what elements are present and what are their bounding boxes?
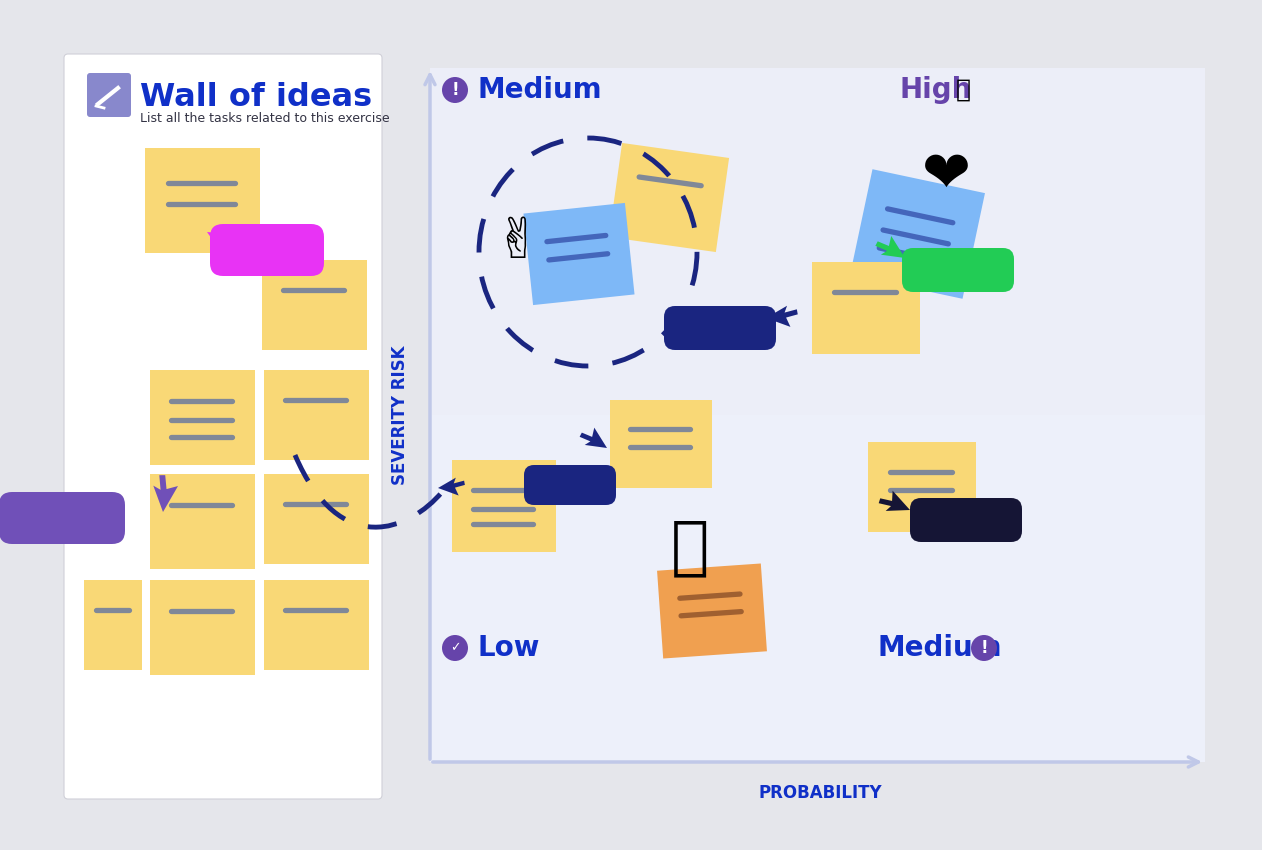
Circle shape <box>442 77 468 103</box>
Text: Wall of ideas: Wall of ideas <box>140 82 372 112</box>
Bar <box>430 415 818 762</box>
Bar <box>524 203 635 305</box>
Bar <box>868 442 976 532</box>
Bar <box>150 474 255 569</box>
Bar <box>264 370 369 460</box>
Text: Medium: Medium <box>477 76 602 104</box>
FancyBboxPatch shape <box>910 498 1022 542</box>
Bar <box>658 564 767 659</box>
Text: List all the tasks related to this exercise: List all the tasks related to this exerc… <box>140 111 390 124</box>
Bar <box>430 68 818 415</box>
Bar <box>145 148 260 253</box>
FancyBboxPatch shape <box>664 306 776 350</box>
Text: SEVERITY RISK: SEVERITY RISK <box>391 345 409 484</box>
Text: ⏰: ⏰ <box>955 78 970 102</box>
Bar <box>811 262 920 354</box>
Text: ✓: ✓ <box>449 642 461 654</box>
Circle shape <box>970 635 997 661</box>
Text: PROBABILITY: PROBABILITY <box>758 784 882 802</box>
Polygon shape <box>878 490 910 511</box>
Bar <box>264 474 369 564</box>
Bar <box>264 580 369 670</box>
Bar <box>851 169 984 298</box>
Bar <box>818 68 1205 415</box>
Polygon shape <box>766 306 798 327</box>
Text: Low: Low <box>477 634 539 662</box>
FancyBboxPatch shape <box>902 248 1013 292</box>
Polygon shape <box>579 428 607 448</box>
Polygon shape <box>876 236 905 258</box>
Bar <box>150 580 255 675</box>
Polygon shape <box>207 232 242 257</box>
Text: !: ! <box>452 81 459 99</box>
Bar <box>150 370 255 465</box>
Text: !: ! <box>981 639 988 657</box>
Text: 👍: 👍 <box>671 516 709 578</box>
Bar <box>452 460 557 552</box>
Bar <box>818 415 1205 762</box>
FancyBboxPatch shape <box>87 73 131 117</box>
Bar <box>610 400 712 488</box>
Text: Medium: Medium <box>878 634 1002 662</box>
Polygon shape <box>153 475 178 512</box>
FancyBboxPatch shape <box>0 492 125 544</box>
Bar <box>85 580 143 670</box>
Text: High: High <box>900 76 973 104</box>
FancyBboxPatch shape <box>524 465 616 505</box>
FancyBboxPatch shape <box>209 224 324 276</box>
Circle shape <box>442 635 468 661</box>
Polygon shape <box>438 478 464 496</box>
FancyBboxPatch shape <box>64 54 382 799</box>
Bar <box>608 143 729 252</box>
Text: ✌️: ✌️ <box>495 216 541 270</box>
Bar <box>262 260 367 350</box>
Text: ❤️: ❤️ <box>921 146 970 203</box>
